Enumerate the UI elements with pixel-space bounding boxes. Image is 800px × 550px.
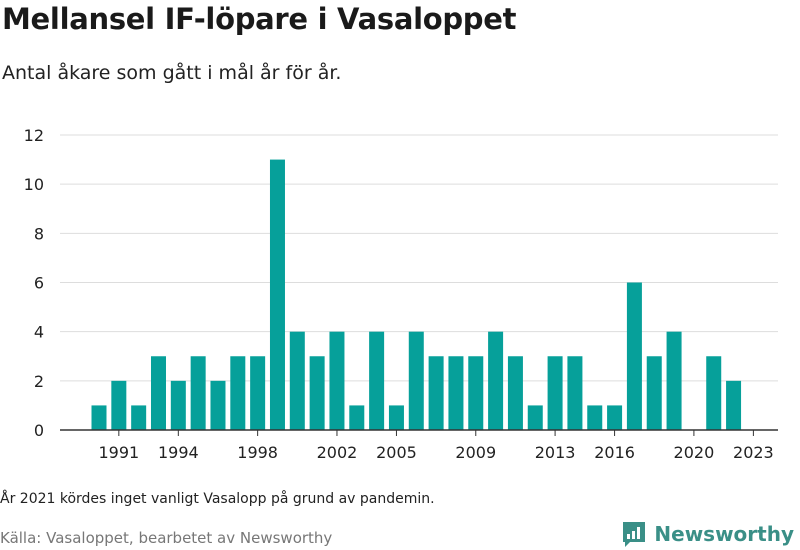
- bar-2022: [726, 380, 742, 430]
- newsworthy-logo-icon: [623, 522, 646, 547]
- x-tick-label: 2002: [317, 443, 358, 462]
- x-tick-label: 2009: [455, 443, 496, 462]
- axes: 0 2 4 6 8 10 12 1991 1994 1998 2002 2005 2009 2013 201…: [24, 126, 778, 462]
- bar-2001: [309, 356, 325, 430]
- y-tick-label: 8: [34, 224, 44, 243]
- x-tick-label: 2016: [594, 443, 635, 462]
- bar-2014: [567, 356, 583, 430]
- bar-1993: [150, 356, 166, 430]
- bar-chart: 0 2 4 6 8 10 12 1991 1994 1998 2002 2005 2009 2013 201…: [24, 126, 778, 462]
- bar-2010: [488, 331, 504, 430]
- bar-2016: [607, 405, 623, 430]
- x-tick-label: 1991: [98, 443, 139, 462]
- x-tick-label: 1994: [158, 443, 199, 462]
- y-tick-label: 6: [34, 274, 44, 293]
- brand-logo: Newsworthy: [621, 520, 794, 548]
- bar-2009: [468, 356, 484, 430]
- bar-1992: [131, 405, 147, 430]
- bar-2004: [369, 331, 385, 430]
- bar-2018: [646, 356, 662, 430]
- bar-2017: [626, 282, 642, 430]
- bar-1994: [170, 380, 186, 430]
- bar-2011: [507, 356, 523, 430]
- bar-1996: [210, 380, 226, 430]
- bar-2021: [706, 356, 722, 430]
- x-tick-label: 2020: [674, 443, 715, 462]
- bar-1990: [91, 405, 107, 430]
- x-tick-label: 2013: [535, 443, 576, 462]
- x-tick-label: 2005: [376, 443, 417, 462]
- bar-2002: [329, 331, 345, 430]
- bar-2006: [408, 331, 424, 430]
- y-tick-label: 10: [24, 175, 44, 194]
- y-tick-label: 12: [24, 126, 44, 145]
- x-tick-label: 1998: [237, 443, 278, 462]
- bar-2005: [388, 405, 404, 430]
- bar-2003: [349, 405, 365, 430]
- bar-2013: [547, 356, 563, 430]
- bar-2012: [527, 405, 543, 430]
- source-credit: Källa: Vasaloppet, bearbetet av Newswort…: [0, 529, 333, 547]
- brand-name: Newsworthy: [654, 522, 794, 546]
- y-tick-label: 0: [34, 421, 44, 440]
- bar-1999: [269, 159, 285, 430]
- bar-2000: [289, 331, 305, 430]
- bar-1998: [250, 356, 266, 430]
- bar-1991: [111, 380, 127, 430]
- bar-1995: [190, 356, 206, 430]
- bars: [91, 159, 742, 430]
- bar-2008: [448, 356, 464, 430]
- bar-2015: [587, 405, 603, 430]
- y-tick-label: 2: [34, 372, 44, 391]
- bar-1997: [230, 356, 246, 430]
- chart-title: Mellansel IF-löpare i Vasaloppet: [2, 2, 517, 36]
- bar-2019: [666, 331, 682, 430]
- x-tick-label: 2023: [733, 443, 774, 462]
- y-tick-label: 4: [34, 323, 44, 342]
- bar-2007: [428, 356, 444, 430]
- footnote: År 2021 kördes inget vanligt Vasalopp på…: [0, 491, 435, 507]
- chart-subtitle: Antal åkare som gått i mål år för år.: [2, 62, 342, 84]
